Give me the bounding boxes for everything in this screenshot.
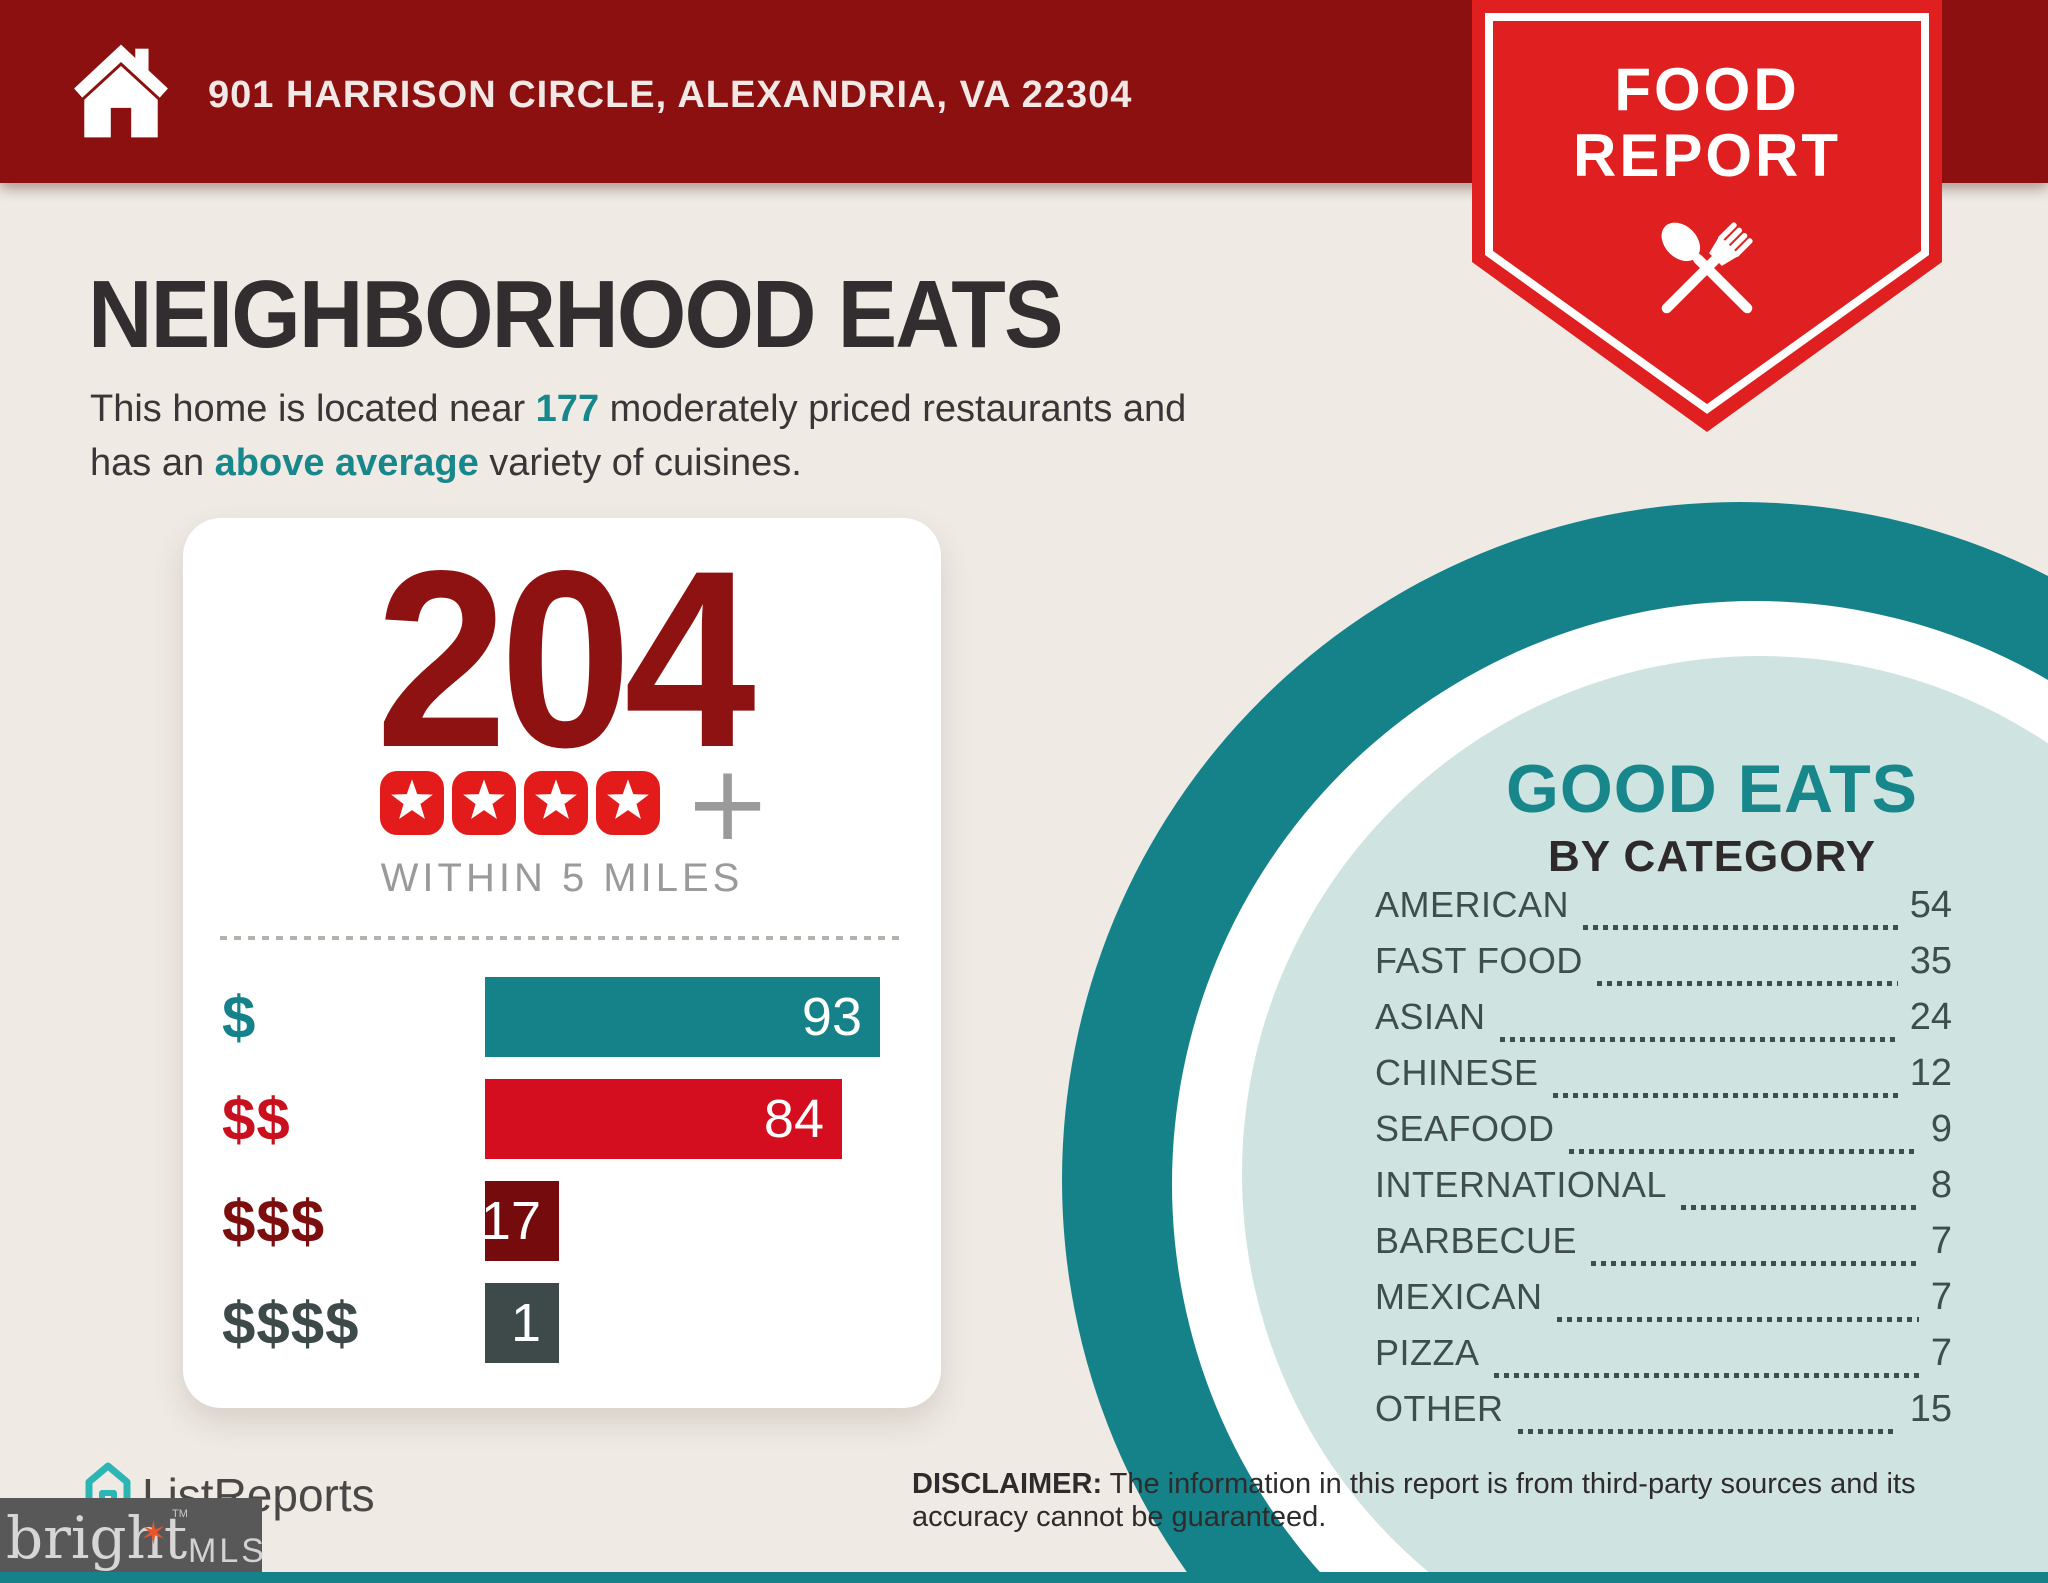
- tier-label: $$$$: [222, 1289, 360, 1357]
- home-icon: [74, 44, 168, 138]
- category-value: 15: [1909, 1388, 1952, 1430]
- goodeats-title: GOOD EATS: [1506, 751, 1918, 827]
- category-value: 7: [1930, 1220, 1952, 1262]
- category-label: SEAFOOD: [1375, 1108, 1555, 1149]
- dotted-leader: [1499, 1037, 1898, 1042]
- dotted-leader: [1517, 1429, 1898, 1434]
- card-divider: [220, 936, 904, 940]
- category-row: CHINESE 12: [1375, 1052, 1952, 1108]
- ribbon-title-line1: FOOD: [1614, 56, 1800, 123]
- disclaimer-label: DISCLAIMER:: [912, 1468, 1103, 1500]
- category-label: AMERICAN: [1375, 884, 1570, 925]
- bright-mls-logo: bright ✶ TM MLS: [0, 1498, 264, 1583]
- plus-icon: +: [684, 742, 772, 864]
- category-label: ASIAN: [1375, 996, 1486, 1037]
- dotted-leader: [1596, 981, 1898, 986]
- variety-highlight: above average: [214, 442, 479, 484]
- price-tier-row: $$$ 17: [183, 1181, 941, 1261]
- dotted-leader: [1680, 1205, 1919, 1210]
- restaurant-stats-card: 204 + WITHIN 5 MILES $ 93 $$ 84 $$$ 17 $…: [183, 518, 941, 1408]
- category-label: PIZZA: [1375, 1332, 1480, 1373]
- mls-wordmark: MLS: [188, 1532, 267, 1570]
- bottom-teal-strip: [0, 1572, 2048, 1583]
- star-icon: [524, 771, 588, 835]
- category-row: ASIAN 24: [1375, 996, 1952, 1052]
- category-label: OTHER: [1375, 1388, 1504, 1429]
- price-tier-chart: $ 93 $$ 84 $$$ 17 $$$$ 1: [183, 977, 941, 1385]
- tier-label: $$: [222, 1085, 291, 1153]
- trademark-symbol: TM: [172, 1508, 188, 1520]
- tier-value: 84: [763, 1089, 824, 1149]
- category-row: MEXICAN 7: [1375, 1276, 1952, 1332]
- bright-star-icon: ✶: [140, 1514, 167, 1552]
- star-icon: [452, 771, 516, 835]
- category-value: 24: [1909, 996, 1952, 1038]
- property-address: 901 HARRISON CIRCLE, ALEXANDRIA, VA 2230…: [208, 74, 1133, 116]
- tier-bar: 17: [481, 1181, 559, 1261]
- radius-label: WITHIN 5 MILES: [380, 856, 744, 900]
- disclaimer: DISCLAIMER: The information in this repo…: [912, 1468, 1992, 1534]
- dotted-leader: [1556, 1317, 1919, 1322]
- category-row: BARBECUE 7: [1375, 1220, 1952, 1276]
- restaurant-count: 177: [535, 388, 600, 430]
- tier-value: 17: [480, 1191, 541, 1251]
- category-value: 8: [1930, 1164, 1952, 1206]
- goodeats-subtitle: BY CATEGORY: [1547, 832, 1876, 881]
- price-tier-row: $$ 84: [183, 1079, 941, 1159]
- category-value: 9: [1930, 1108, 1952, 1150]
- category-value: 7: [1930, 1276, 1952, 1318]
- category-row: INTERNATIONAL 8: [1375, 1164, 1952, 1220]
- tier-label: $: [222, 983, 257, 1051]
- category-label: MEXICAN: [1375, 1276, 1543, 1317]
- category-label: INTERNATIONAL: [1375, 1164, 1667, 1205]
- spoon-fork-icon: [1661, 222, 1753, 314]
- stars-row: +: [380, 742, 772, 864]
- tier-label: $$$: [222, 1187, 326, 1255]
- category-value: 54: [1909, 884, 1952, 926]
- category-row: SEAFOOD 9: [1375, 1108, 1952, 1164]
- category-row: AMERICAN 54: [1375, 884, 1952, 940]
- intro-line1: This home is located near 177 moderately…: [90, 388, 1187, 430]
- food-report-ribbon: FOOD REPORT: [1472, 0, 1942, 445]
- dotted-leader: [1583, 925, 1898, 930]
- total-restaurant-count: 204: [375, 519, 756, 800]
- category-label: BARBECUE: [1375, 1220, 1578, 1261]
- star-icon: [380, 771, 444, 835]
- category-label: FAST FOOD: [1375, 940, 1583, 981]
- tier-value: 93: [801, 987, 862, 1047]
- dotted-leader: [1591, 1261, 1919, 1266]
- category-row: FAST FOOD 35: [1375, 940, 1952, 996]
- category-value: 12: [1909, 1052, 1952, 1094]
- tier-bar: 1: [485, 1283, 559, 1363]
- dotted-leader: [1568, 1149, 1919, 1154]
- bright-wordmark: bright: [6, 1504, 188, 1572]
- intro-copy: This home is located near 177 moderately…: [90, 382, 1186, 490]
- price-tier-row: $ 93: [183, 977, 941, 1057]
- tier-bar: 93: [485, 977, 880, 1057]
- dotted-leader: [1493, 1373, 1919, 1378]
- category-value: 35: [1909, 940, 1952, 982]
- dotted-leader: [1552, 1093, 1898, 1098]
- price-tier-row: $$$$ 1: [183, 1283, 941, 1363]
- category-list: AMERICAN 54 FAST FOOD 35 ASIAN 24 CHINESE 12…: [1375, 884, 1952, 1444]
- disclaimer-text: The information in this report is from t…: [912, 1468, 1916, 1533]
- tier-bar: 84: [485, 1079, 842, 1159]
- ribbon-title-line2: REPORT: [1572, 122, 1842, 189]
- star-icon: [596, 771, 660, 835]
- category-row: PIZZA 7: [1375, 1332, 1952, 1388]
- category-value: 7: [1930, 1332, 1952, 1374]
- tier-value: 1: [510, 1293, 541, 1353]
- page-title: NEIGHBORHOOD EATS: [88, 261, 1064, 368]
- intro-line2: has an above average variety of cuisines…: [90, 442, 802, 484]
- ribbon-shape: [1472, 0, 1942, 432]
- category-label: CHINESE: [1375, 1052, 1539, 1093]
- category-row: OTHER 15: [1375, 1388, 1952, 1444]
